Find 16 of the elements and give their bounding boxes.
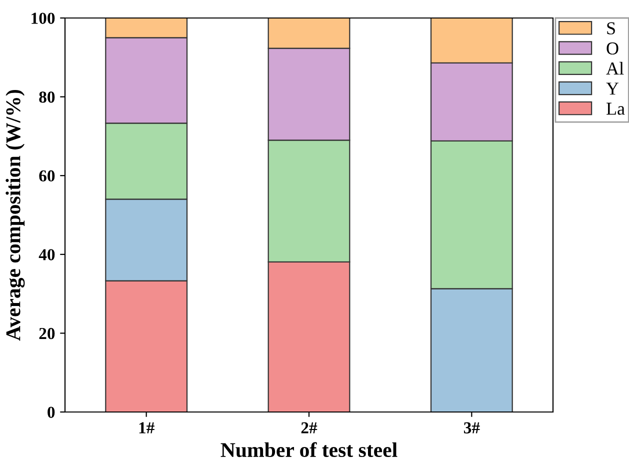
- y-tick-label: 60: [39, 170, 55, 182]
- x-tick-label: 2#: [301, 422, 318, 434]
- y-tick-label: 100: [32, 12, 55, 24]
- y-tick-label: 0: [48, 406, 55, 418]
- y-tick-label: 20: [39, 328, 55, 340]
- x-tick-label: 3#: [464, 422, 480, 434]
- x-axis-title: Number of test steel: [220, 442, 398, 458]
- y-tick-label: 40: [38, 249, 55, 260]
- y-axis-title: Average composition (W/%): [6, 90, 25, 341]
- legend-label: Y: [606, 82, 619, 95]
- legend-label: La: [606, 102, 625, 115]
- legend-label: O: [606, 42, 618, 55]
- x-tick-label: 1#: [139, 422, 154, 434]
- legend-label: S: [607, 22, 615, 34]
- legend-label: Al: [606, 62, 624, 74]
- y-tick-label: 80: [39, 92, 55, 103]
